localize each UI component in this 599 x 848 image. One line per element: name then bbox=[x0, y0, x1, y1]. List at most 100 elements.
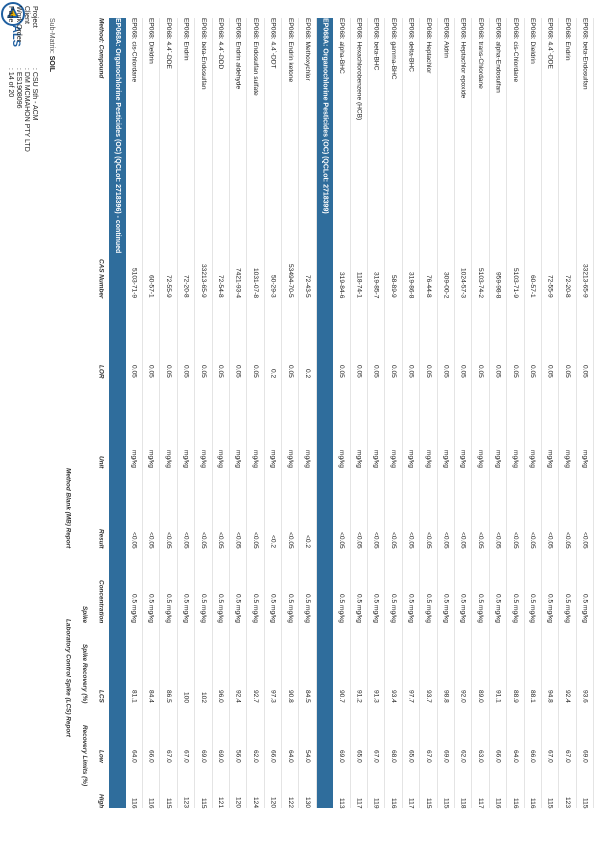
cell: 117 bbox=[402, 763, 421, 809]
cell: 5103-71-9 bbox=[125, 223, 143, 298]
cell: 0.05 bbox=[246, 298, 265, 378]
cell: 0.5 mg/kg bbox=[194, 548, 213, 624]
cell: 0.05 bbox=[384, 298, 403, 378]
cell: EP068: beta-Endosulfan bbox=[194, 18, 213, 223]
data-row: EP068: beta-Endosulfan 33213-65-9 0.05 mg/k… bbox=[194, 18, 213, 809]
cell: 0.5 mg/kg bbox=[506, 548, 525, 624]
data-row: EP068: Aldrin 309-00-2 0.05 mg/kg <0.05 0.5 m… bbox=[437, 18, 455, 809]
cell: mg/kg bbox=[524, 378, 542, 468]
cell: <0.05 bbox=[177, 468, 196, 549]
cell: 50-29-3 bbox=[264, 223, 283, 298]
cell: mg/kg bbox=[489, 378, 508, 468]
cell: 319-86-8 bbox=[402, 223, 421, 298]
cell: 93.4 bbox=[384, 623, 403, 704]
cell: <0.05 bbox=[541, 468, 560, 549]
cell: 0.5 mg/kg bbox=[541, 548, 560, 624]
cell: 72-55-9 bbox=[159, 223, 178, 298]
column-header: Result bbox=[97, 528, 105, 549]
cell: 0.05 bbox=[350, 298, 369, 378]
data-row: EP068: 4.4`-DDD72-54-80.05mg/kg<0.050.5 … bbox=[593, 18, 599, 809]
sub-matrix-value: SOIL bbox=[48, 55, 55, 73]
data-row: EP068: beta-Endosulfan 33213-65-9 0.05 mg/k… bbox=[576, 18, 595, 809]
cell: mg/kg bbox=[212, 378, 230, 468]
cell: 122 bbox=[281, 763, 300, 809]
cell: 69.0 bbox=[212, 703, 230, 764]
cell: 90.8 bbox=[281, 623, 300, 704]
cell: 66.0 bbox=[524, 703, 542, 764]
sub-header: Recovery Limits (%) bbox=[81, 725, 89, 787]
cell: 0.05 bbox=[471, 298, 490, 378]
cell: 69.0 bbox=[333, 703, 351, 764]
cell: <0.05 bbox=[402, 468, 421, 549]
cell: 0.05 bbox=[125, 298, 143, 378]
header-value: : DM MCMAHON PTY LTD bbox=[23, 68, 30, 152]
cell: EP068: 4.4`-DDE bbox=[159, 18, 178, 223]
cell: <0.2 bbox=[298, 468, 317, 549]
cell: 94.8 bbox=[541, 623, 560, 704]
data-row: EP068: beta-BHC 319-85-7 0.05 mg/kg <0.05 0.5… bbox=[367, 18, 386, 809]
cell: 0.5 mg/kg bbox=[264, 548, 283, 624]
cell: <0.05 bbox=[281, 468, 300, 549]
cell: 0.5 mg/kg bbox=[437, 548, 455, 624]
cell: 1031-07-8 bbox=[246, 223, 265, 298]
cell: 0.5 mg/kg bbox=[558, 548, 577, 624]
group-header: Laboratory Control Spike (LCS) Report bbox=[64, 619, 72, 738]
cell: 115 bbox=[419, 763, 438, 809]
cell: EP068: cis-Chlordane bbox=[125, 18, 143, 223]
cell: 91.1 bbox=[489, 623, 508, 704]
cell: mg/kg bbox=[350, 378, 369, 468]
cell: 0.2 bbox=[298, 298, 317, 378]
data-row: EP068: cis-Chlordane 5103-71-9 0.05 mg/kg <0… bbox=[506, 18, 525, 809]
cell: 81.1 bbox=[125, 623, 143, 704]
cell: mg/kg bbox=[159, 378, 178, 468]
cell: 33213-65-9 bbox=[194, 223, 213, 298]
data-row: EP068: cis-Chlordane 5103-71-9 0.05 mg/kg <0… bbox=[125, 18, 143, 809]
section-header: EP068A: Organochlorine Pesticides (OC) (… bbox=[109, 18, 126, 809]
cell: 65.0 bbox=[350, 703, 369, 764]
cell: 97.3 bbox=[264, 623, 283, 704]
cell: 130 bbox=[298, 763, 317, 809]
cell: 63.0 bbox=[471, 703, 490, 764]
cell: mg/kg bbox=[419, 378, 438, 468]
logo-text: ALS bbox=[10, 25, 22, 47]
cell: 58-89-9 bbox=[384, 223, 403, 298]
cell: <0.05 bbox=[350, 468, 369, 549]
cell: <0.05 bbox=[333, 468, 351, 549]
data-row: EP068: 4.4`-DDT 50-29-3 0.2 mg/kg <0.2 0.5 mg… bbox=[264, 18, 283, 809]
cell: 0.5 mg/kg bbox=[576, 548, 595, 624]
cell: 0.05 bbox=[177, 298, 196, 378]
column-header: CAS Number bbox=[97, 258, 105, 298]
cell: EP068: trans-Chlordane bbox=[471, 18, 490, 223]
column-header-row: Method: Compound CAS Number LOR Unit Result C… bbox=[93, 18, 109, 808]
cell: 67.0 bbox=[177, 703, 196, 764]
cell: EP068: gamma-BHC bbox=[384, 18, 403, 223]
cell: mg/kg bbox=[593, 378, 599, 468]
data-row: EP068: Methoxychlor 72-43-5 0.2 mg/kg <0.2 0.… bbox=[298, 18, 317, 809]
data-row: EP068: Dieldrin 60-57-1 0.05 mg/kg <0.05 0.5 … bbox=[524, 18, 542, 809]
cell: 89.0 bbox=[471, 623, 490, 704]
sub-matrix-label: Sub-Matrix: bbox=[48, 18, 55, 54]
header-value: : 14 of 20 bbox=[7, 68, 14, 98]
cell: 56.0 bbox=[229, 703, 248, 764]
cell: 66.0 bbox=[142, 703, 161, 764]
cell: <0.05 bbox=[384, 468, 403, 549]
cell: mg/kg bbox=[264, 378, 283, 468]
cell: EP068: beta-Endosulfan bbox=[576, 18, 595, 223]
cell: 116 bbox=[125, 763, 143, 809]
cell: 116 bbox=[524, 763, 542, 809]
cell: 92.7 bbox=[246, 623, 265, 704]
group-header: Method Blank (MB) Report bbox=[64, 468, 72, 549]
cell: mg/kg bbox=[454, 378, 473, 468]
cell: 121 bbox=[212, 763, 230, 809]
cell: 67.0 bbox=[419, 703, 438, 764]
cell: 115 bbox=[541, 763, 560, 809]
cell: 0.05 bbox=[593, 298, 599, 378]
cell: 118 bbox=[454, 763, 473, 809]
cell: 959-98-8 bbox=[489, 223, 508, 298]
cell: 69.0 bbox=[593, 703, 599, 764]
cell: 53494-70-5 bbox=[281, 223, 300, 298]
cell: mg/kg bbox=[333, 378, 351, 468]
cell: 92.4 bbox=[558, 623, 577, 704]
cell: mg/kg bbox=[541, 378, 560, 468]
cell: 72-54-8 bbox=[212, 223, 230, 298]
